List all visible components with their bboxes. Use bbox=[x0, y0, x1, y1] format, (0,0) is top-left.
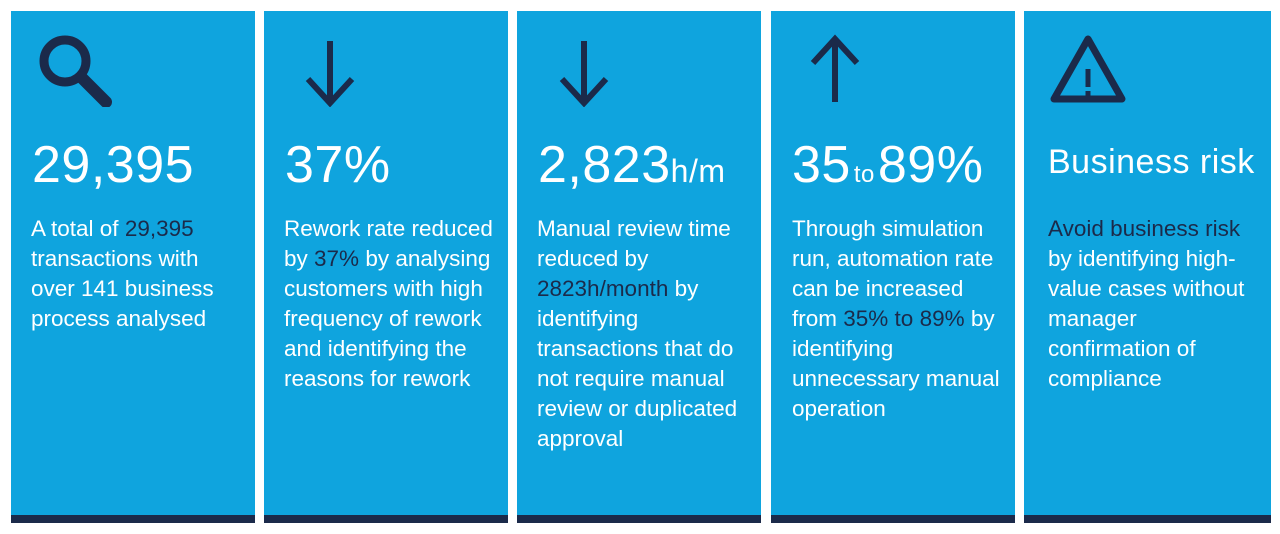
stat-value: 37% bbox=[285, 136, 391, 194]
highlight-text: 35% to 89% bbox=[843, 306, 965, 331]
arrow-up-icon bbox=[789, 27, 879, 107]
highlight-text: 29,395 bbox=[124, 216, 194, 241]
highlight-text: Avoid business risk bbox=[1048, 216, 1241, 241]
stat-description: Avoid business risk by identifying high-… bbox=[1048, 216, 1245, 391]
warning-triangle-icon bbox=[1042, 27, 1132, 107]
stat-card-transactions: 29,395 A total of 29,395 transactions wi… bbox=[11, 11, 255, 523]
stat-card-automation-rate: 35 to89% Through simulation run, automati… bbox=[771, 11, 1015, 523]
stat-description: Rework rate reduced by 37% by analysing … bbox=[284, 216, 493, 391]
stat-card-manual-review: 2,823h/m Manual review time reduced by 2… bbox=[517, 11, 761, 523]
stat-value: 2,823h/m bbox=[538, 136, 726, 194]
stat-value: 35 to89% bbox=[792, 136, 984, 194]
stat-description: Manual review time reduced by 2823h/mont… bbox=[537, 216, 738, 451]
highlight-text: 37% bbox=[314, 246, 360, 271]
arrow-down-icon bbox=[535, 27, 625, 107]
stat-unit: h/m bbox=[670, 153, 726, 189]
stat-description: Through simulation run, automation rate … bbox=[792, 216, 1000, 421]
stat-title: Business risk bbox=[1048, 143, 1255, 181]
arrow-down-icon bbox=[282, 27, 372, 107]
stat-description: A total of 29,395 transactions with over… bbox=[31, 216, 214, 331]
stat-value: 29,395 bbox=[32, 136, 195, 194]
highlight-text: 2823h/month bbox=[537, 276, 669, 301]
magnifying-glass-icon bbox=[29, 27, 119, 107]
stat-card-rework-rate: 37% Rework rate reduced by 37% by analys… bbox=[264, 11, 508, 523]
stat-card-business-risk: Business risk Avoid business risk by ide… bbox=[1024, 11, 1271, 523]
